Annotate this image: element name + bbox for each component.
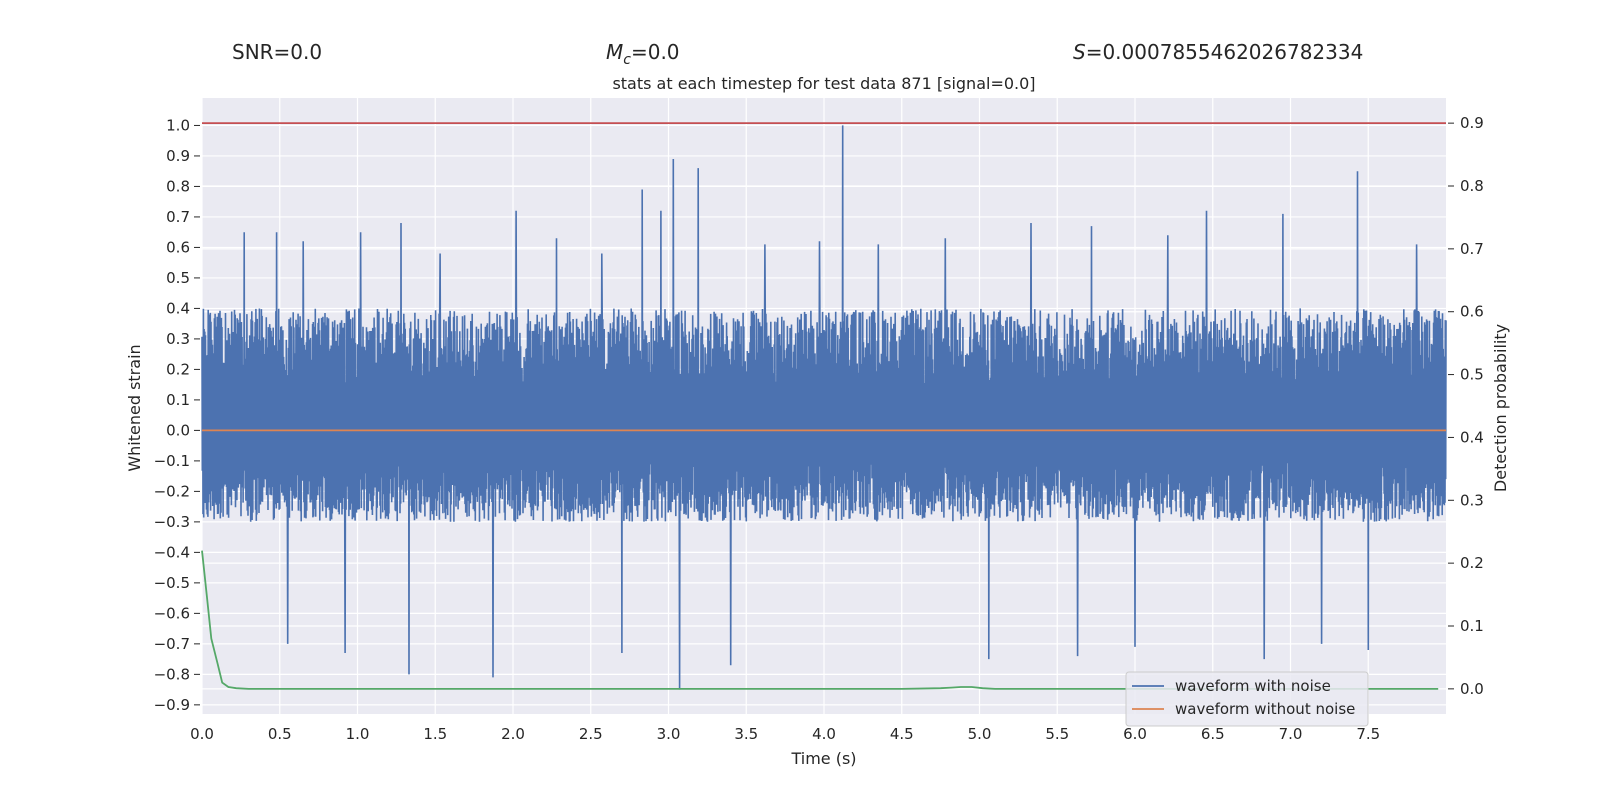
y-tick-label: −0.3 [154, 513, 190, 531]
y2-tick-label: 0.5 [1460, 366, 1484, 384]
chirp-mass-subscript: c [623, 52, 631, 68]
y-tick-label: −0.7 [154, 635, 190, 653]
probability-line [201, 550, 1439, 690]
legend-label: waveform without noise [1175, 700, 1355, 718]
y-tick-label: 0.1 [166, 391, 190, 409]
x-tick-label: 0.5 [268, 725, 292, 743]
x-axis-label: Time (s) [790, 749, 856, 768]
y-tick-label: 0.9 [166, 147, 190, 165]
y-tick-label: −0.5 [154, 574, 190, 592]
x-tick-label: 7.0 [1279, 725, 1303, 743]
y-tick-label: −0.1 [154, 452, 190, 470]
y-tick-label: −0.4 [154, 543, 190, 561]
x-tick-label: 1.5 [423, 725, 447, 743]
x-tick-label: 7.5 [1356, 725, 1380, 743]
snr-readout: SNR=0.0 [232, 40, 323, 64]
chirp-mass-readout: Mc=0.0 [606, 40, 680, 68]
y-tick-label: 0.2 [166, 360, 190, 378]
y-tick-label: 0.8 [166, 177, 190, 195]
x-tick-label: 1.0 [346, 725, 370, 743]
y2-tick-label: 0.8 [1460, 177, 1484, 195]
chirp-mass-symbol: M [606, 40, 624, 64]
y-axis-ticks: 1.0 0.9 0.8 0.7 0.6 0.5 0.4 0.3 0.2 0.1 0.0 −0.1 −0.… [154, 116, 200, 714]
x-tick-label: 2.0 [501, 725, 525, 743]
legend-box [1125, 671, 1369, 727]
x-tick-label: 6.0 [1123, 725, 1147, 743]
y-tick-label: −0.2 [154, 482, 190, 500]
y-tick-label: 0.0 [166, 421, 190, 439]
y2-tick-label: 0.3 [1460, 491, 1484, 509]
y-tick-label: 0.4 [166, 299, 190, 317]
y2-tick-label: 0.4 [1460, 428, 1484, 446]
y2-tick-label: 0.2 [1460, 554, 1484, 572]
y-tick-label: 0.5 [166, 269, 190, 287]
y-tick-label: 1.0 [166, 116, 190, 134]
x-axis-ticks: 0.0 0.5 1.0 1.5 2.0 2.5 3.0 3.5 4.0 4.5 5.0 5.5 6.0 6… [190, 725, 1380, 743]
y2-axis-label: Detection probability [1491, 324, 1510, 492]
x-tick-label: 3.5 [734, 725, 758, 743]
x-tick-label: 0.0 [190, 725, 214, 743]
y-tick-label: −0.6 [154, 604, 190, 622]
x-tick-label: 6.5 [1201, 725, 1225, 743]
y-tick-label: −0.9 [154, 696, 190, 714]
x-tick-label: 2.5 [579, 725, 603, 743]
y2-tick-label: 0.0 [1460, 680, 1484, 698]
x-tick-label: 5.5 [1045, 725, 1069, 743]
x-tick-label: 3.0 [657, 725, 681, 743]
noise-waveform-line [201, 125, 1447, 690]
s-statistic-symbol: S [1073, 40, 1086, 64]
y-tick-label: −0.8 [154, 665, 190, 683]
x-tick-label: 5.0 [968, 725, 992, 743]
y2-tick-label: 0.1 [1460, 617, 1484, 635]
y-tick-label: 0.3 [166, 330, 190, 348]
y-tick-label: 0.6 [166, 238, 190, 256]
chart-title: stats at each timestep for test data 871… [612, 74, 1035, 93]
legend-label: waveform with noise [1175, 677, 1331, 695]
y-tick-label: 0.7 [166, 208, 190, 226]
s-statistic-readout: S=0.0007855462026782334 [1073, 40, 1363, 64]
chirp-mass-value: =0.0 [630, 40, 680, 64]
y2-tick-label: 0.7 [1460, 240, 1484, 258]
series-detection-probability [201, 550, 1439, 690]
y-axis-label: Whitened strain [125, 344, 144, 471]
s-statistic-value: =0.0007855462026782334 [1085, 40, 1364, 64]
legend: waveform with noise waveform without nois… [1125, 671, 1369, 727]
y2-tick-label: 0.6 [1460, 303, 1484, 321]
y2-tick-label: 0.9 [1460, 114, 1484, 132]
x-tick-label: 4.0 [812, 725, 836, 743]
y2-axis-ticks: 0.9 0.8 0.7 0.6 0.5 0.4 0.3 0.2 0.1 0.0 [1448, 114, 1484, 698]
series-waveform-with-noise [201, 125, 1447, 690]
x-tick-label: 4.5 [890, 725, 914, 743]
